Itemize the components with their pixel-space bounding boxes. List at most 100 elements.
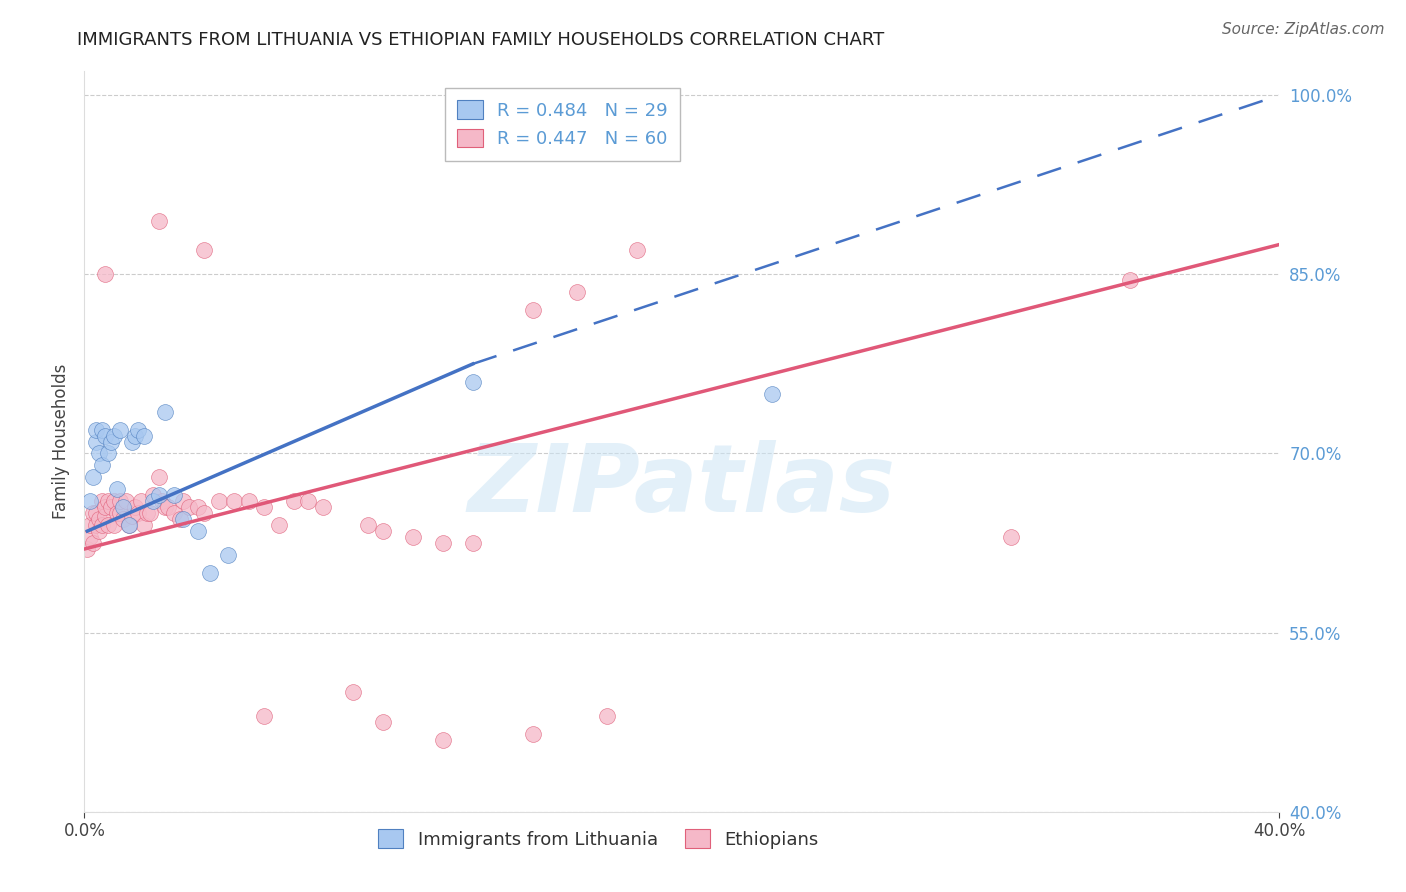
Point bbox=[115, 494, 138, 508]
Point bbox=[79, 530, 101, 544]
Point bbox=[461, 375, 484, 389]
Point bbox=[112, 512, 135, 526]
Point bbox=[89, 446, 111, 460]
Point bbox=[172, 494, 194, 508]
Point bbox=[432, 733, 454, 747]
Point bbox=[187, 500, 209, 515]
Point bbox=[139, 506, 162, 520]
Point bbox=[89, 524, 111, 538]
Point bbox=[522, 727, 544, 741]
Point bbox=[79, 494, 101, 508]
Point bbox=[91, 458, 114, 473]
Point bbox=[127, 506, 149, 520]
Point bbox=[105, 483, 128, 497]
Text: IMMIGRANTS FROM LITHUANIA VS ETHIOPIAN FAMILY HOUSEHOLDS CORRELATION CHART: IMMIGRANTS FROM LITHUANIA VS ETHIOPIAN F… bbox=[77, 31, 884, 49]
Text: Source: ZipAtlas.com: Source: ZipAtlas.com bbox=[1222, 22, 1385, 37]
Point bbox=[193, 506, 215, 520]
Point bbox=[198, 566, 221, 580]
Point bbox=[103, 428, 125, 442]
Point bbox=[100, 434, 122, 449]
Point bbox=[626, 244, 648, 258]
Point bbox=[142, 488, 165, 502]
Point bbox=[121, 434, 143, 449]
Point bbox=[567, 285, 589, 300]
Text: ZIPatlas: ZIPatlas bbox=[468, 440, 896, 532]
Point bbox=[172, 512, 194, 526]
Point bbox=[163, 506, 186, 520]
Point bbox=[89, 512, 111, 526]
Point bbox=[297, 494, 319, 508]
Point bbox=[157, 500, 180, 515]
Point bbox=[127, 423, 149, 437]
Point bbox=[283, 494, 305, 508]
Point bbox=[312, 500, 335, 515]
Point bbox=[86, 506, 108, 520]
Point bbox=[136, 506, 159, 520]
Point bbox=[253, 500, 276, 515]
Point bbox=[208, 494, 231, 508]
Point bbox=[461, 536, 484, 550]
Point bbox=[522, 303, 544, 318]
Point bbox=[110, 506, 132, 520]
Point bbox=[82, 536, 104, 550]
Point bbox=[110, 423, 132, 437]
Point bbox=[86, 423, 108, 437]
Point bbox=[132, 428, 156, 442]
Point bbox=[124, 428, 146, 442]
Point bbox=[79, 518, 101, 533]
Point bbox=[94, 428, 117, 442]
Point bbox=[94, 508, 117, 523]
Point bbox=[267, 518, 290, 533]
Point bbox=[76, 541, 98, 556]
Point bbox=[432, 536, 454, 550]
Point bbox=[761, 386, 783, 401]
Point bbox=[1119, 273, 1142, 287]
Point bbox=[103, 494, 125, 508]
Point bbox=[105, 506, 128, 520]
Point bbox=[110, 494, 132, 508]
Point bbox=[94, 500, 117, 515]
Point bbox=[148, 488, 170, 502]
Point bbox=[94, 268, 117, 282]
Point bbox=[86, 518, 108, 533]
Point bbox=[153, 405, 176, 419]
Point bbox=[373, 715, 395, 730]
Point bbox=[342, 685, 364, 699]
Point bbox=[132, 518, 156, 533]
Point bbox=[82, 506, 104, 520]
Point bbox=[222, 494, 245, 508]
Point bbox=[148, 213, 170, 227]
Point bbox=[596, 709, 619, 723]
Point bbox=[124, 500, 146, 515]
Point bbox=[91, 518, 114, 533]
Point bbox=[82, 470, 104, 484]
Point bbox=[373, 524, 395, 538]
Point bbox=[150, 494, 173, 508]
Point bbox=[97, 446, 120, 460]
Point bbox=[238, 494, 260, 508]
Point bbox=[129, 494, 152, 508]
Point bbox=[91, 494, 114, 508]
Point bbox=[217, 548, 239, 562]
Point bbox=[193, 244, 215, 258]
Point bbox=[86, 434, 108, 449]
Point bbox=[187, 524, 209, 538]
Point bbox=[97, 494, 120, 508]
Point bbox=[91, 423, 114, 437]
Point bbox=[100, 500, 122, 515]
Point bbox=[357, 518, 380, 533]
Y-axis label: Family Households: Family Households bbox=[52, 364, 70, 519]
Point bbox=[103, 518, 125, 533]
Point bbox=[1000, 530, 1022, 544]
Point bbox=[163, 488, 186, 502]
Point bbox=[112, 500, 135, 515]
Point bbox=[402, 530, 425, 544]
Point bbox=[97, 518, 120, 533]
Point bbox=[118, 518, 141, 533]
Point bbox=[153, 500, 176, 515]
Point bbox=[142, 494, 165, 508]
Point bbox=[177, 500, 200, 515]
Legend: Immigrants from Lithuania, Ethiopians: Immigrants from Lithuania, Ethiopians bbox=[371, 822, 825, 856]
Point bbox=[118, 518, 141, 533]
Point bbox=[121, 508, 143, 523]
